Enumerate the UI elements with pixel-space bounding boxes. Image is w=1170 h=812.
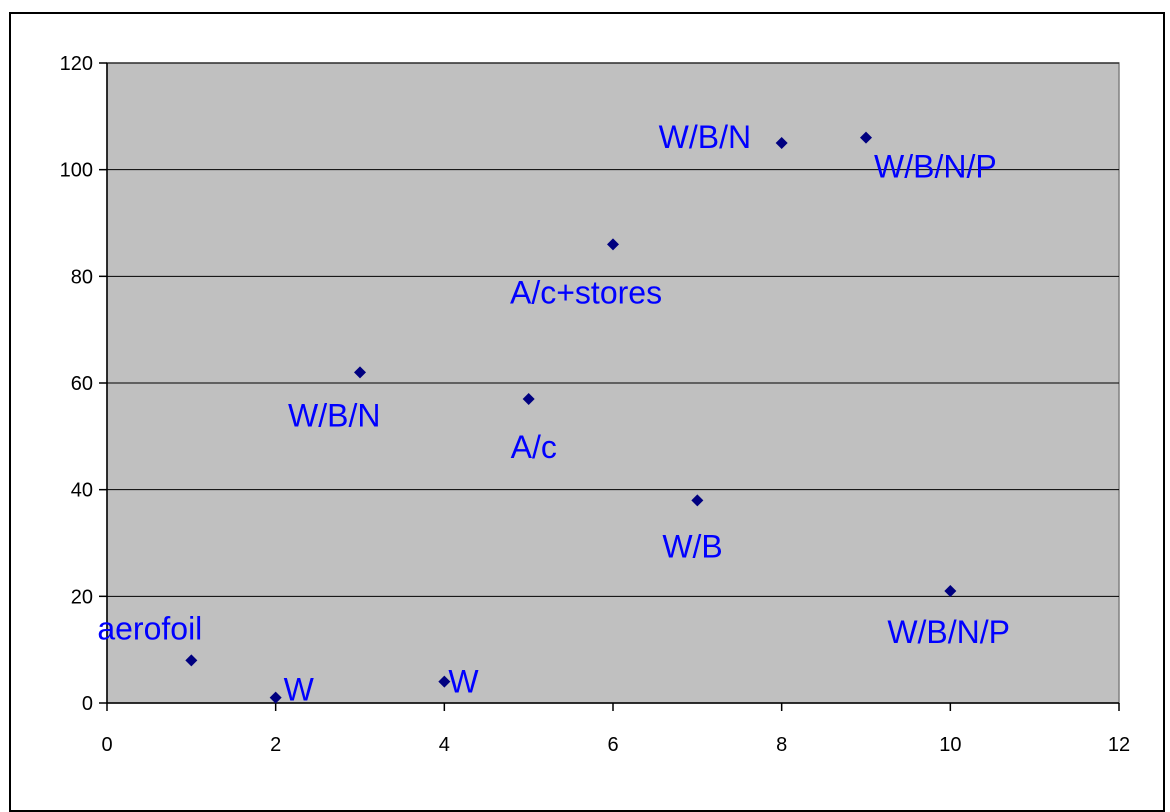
gridlines bbox=[107, 62, 1119, 597]
y-tick-label-40: 40 bbox=[71, 480, 93, 502]
data-point-5 bbox=[522, 393, 535, 405]
data-label-5: A/c bbox=[511, 429, 557, 465]
data-point-10 bbox=[944, 585, 957, 597]
y-tick-label-60: 60 bbox=[71, 373, 93, 395]
x-tick-label-2: 2 bbox=[270, 734, 281, 756]
scatter-chart: 0 20 40 60 80 100 120 0 2 4 6 8 10 12 aerofoil W W/B/N W… bbox=[60, 53, 1131, 756]
data-point-8 bbox=[775, 137, 788, 149]
y-tick-label-20: 20 bbox=[71, 586, 93, 608]
x-tick-label-4: 4 bbox=[439, 734, 450, 756]
x-tick-label-0: 0 bbox=[101, 734, 112, 756]
point-labels: aerofoil W W/B/N W A/c A/c+stores W/B W/B/N W/B/… bbox=[97, 119, 1010, 708]
x-tick-label-10: 10 bbox=[939, 734, 961, 756]
data-point-2 bbox=[269, 691, 282, 704]
data-label-4: W bbox=[448, 664, 479, 700]
data-label-3: W/B/N bbox=[288, 397, 380, 433]
data-label-7: W/B bbox=[662, 528, 722, 564]
ticks: 0 20 40 60 80 100 120 0 2 4 6 8 10 12 bbox=[60, 53, 1131, 756]
data-label-8: W/B/N bbox=[659, 119, 751, 155]
data-point-6 bbox=[607, 238, 619, 251]
y-tick-label-100: 100 bbox=[60, 160, 93, 182]
data-label-2: W bbox=[284, 672, 315, 708]
data-label-1: aerofoil bbox=[97, 610, 202, 646]
data-label-6: A/c+stores bbox=[510, 274, 662, 310]
y-tick-label-0: 0 bbox=[82, 693, 93, 715]
data-point-3 bbox=[354, 366, 366, 379]
markers bbox=[185, 131, 957, 704]
data-point-9 bbox=[860, 131, 872, 144]
y-tick-label-80: 80 bbox=[71, 266, 93, 288]
data-point-1 bbox=[185, 654, 198, 667]
y-tick-label-120: 120 bbox=[60, 53, 93, 75]
x-tick-label-6: 6 bbox=[607, 734, 618, 756]
x-tick-label-12: 12 bbox=[1108, 734, 1130, 756]
data-label-9: W/B/N/P bbox=[874, 149, 997, 185]
data-label-10: W/B/N/P bbox=[887, 614, 1010, 650]
data-point-4 bbox=[438, 675, 451, 688]
data-point-7 bbox=[691, 494, 704, 507]
x-tick-label-8: 8 bbox=[776, 734, 787, 756]
